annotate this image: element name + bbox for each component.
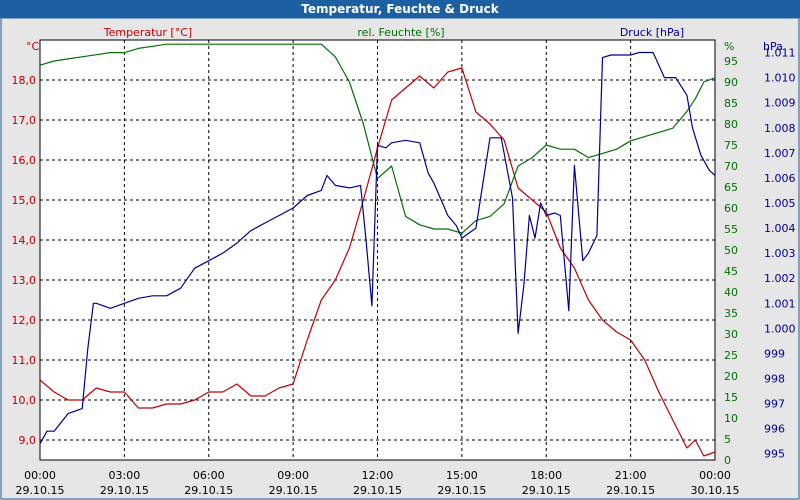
x-tick-date: 29.10.15 — [100, 484, 149, 497]
x-tick-date: 29.10.15 — [437, 484, 486, 497]
press-tick: 1.003 — [764, 247, 796, 260]
tick-labels: 00:00 29.10.15 03:00 29.10.15 06:00 29.10.15 0… — [12, 47, 796, 497]
temp-tick: 14,0 — [12, 234, 37, 247]
temp-tick: 18,0 — [12, 74, 37, 87]
hum-tick: 30 — [724, 328, 738, 341]
series-line-press — [39, 51, 716, 444]
x-tick-time: 09:00 — [277, 469, 309, 482]
press-tick: 997 — [764, 398, 785, 411]
x-tick-date: 30.10.15 — [691, 484, 740, 497]
x-tick-date: 29.10.15 — [353, 484, 402, 497]
x-tick-date: 29.10.15 — [184, 484, 233, 497]
press-tick: 999 — [764, 347, 785, 360]
temp-tick: 16,0 — [12, 154, 37, 167]
temp-tick: 11,0 — [12, 354, 37, 367]
hum-tick: 85 — [724, 97, 738, 110]
x-tick-time: 06:00 — [193, 469, 225, 482]
hum-tick: 80 — [724, 118, 738, 131]
press-tick: 1.008 — [764, 122, 796, 135]
hum-tick: 50 — [724, 244, 738, 257]
hum-tick: 15 — [724, 391, 738, 404]
x-tick-date: 29.10.15 — [606, 484, 655, 497]
hum-tick: 60 — [724, 202, 738, 215]
x-tick-date: 29.10.15 — [16, 484, 65, 497]
press-tick: 1.002 — [764, 272, 796, 285]
hum-tick: 70 — [724, 160, 738, 173]
hum-tick: 0 — [724, 454, 731, 467]
x-tick-time: 15:00 — [446, 469, 478, 482]
press-tick: 1.006 — [764, 172, 796, 185]
x-tick-date: 29.10.15 — [522, 484, 571, 497]
x-tick-time: 00:00 — [24, 469, 56, 482]
press-tick: 1.001 — [764, 297, 796, 310]
hum-tick: 35 — [724, 307, 738, 320]
hum-tick: 65 — [724, 181, 738, 194]
hum-tick: 20 — [724, 370, 738, 383]
press-tick: 1.011 — [764, 47, 796, 60]
x-tick-time: 12:00 — [362, 469, 394, 482]
title-bar — [0, 0, 800, 18]
hum-unit: % — [724, 40, 734, 53]
temp-axis-label: Temperatur [°C] — [103, 26, 192, 39]
series-line-hum — [39, 43, 716, 234]
hum-tick: 10 — [724, 412, 738, 425]
grid — [40, 40, 715, 460]
temp-tick: 13,0 — [12, 274, 37, 287]
hum-tick: 95 — [724, 55, 738, 68]
series-lines — [39, 43, 716, 457]
press-axis-label: Druck [hPa] — [620, 26, 684, 39]
temp-tick: 12,0 — [12, 314, 37, 327]
series-line-temp — [39, 67, 716, 457]
temp-tick: 15,0 — [12, 194, 37, 207]
temp-tick: 10,0 — [12, 394, 37, 407]
press-tick: 1.007 — [764, 147, 796, 160]
hum-tick: 55 — [724, 223, 738, 236]
chart-title: Temperatur, Feuchte & Druck — [301, 2, 499, 16]
press-tick: 1.005 — [764, 197, 796, 210]
temp-unit: °C — [26, 40, 40, 53]
hum-tick: 90 — [724, 76, 738, 89]
hum-tick: 25 — [724, 349, 738, 362]
hum-tick: 40 — [724, 286, 738, 299]
hum-tick: 5 — [724, 433, 731, 446]
hum-tick: 75 — [724, 139, 738, 152]
x-tick-time: 21:00 — [615, 469, 647, 482]
press-tick: 1.004 — [764, 222, 796, 235]
press-tick: 998 — [764, 373, 785, 386]
x-tick-time: 03:00 — [109, 469, 141, 482]
temp-tick: 17,0 — [12, 114, 37, 127]
x-tick-date: 29.10.15 — [269, 484, 318, 497]
hum-tick: 45 — [724, 265, 738, 278]
press-tick: 996 — [764, 423, 785, 436]
press-tick: 1.010 — [764, 72, 796, 85]
press-tick: 1.009 — [764, 97, 796, 110]
press-tick: 1.000 — [764, 322, 796, 335]
temp-tick: 9,0 — [19, 434, 37, 447]
x-tick-time: 00:00 — [699, 469, 731, 482]
press-unit: hPa — [763, 40, 783, 53]
hum-axis-label: rel. Feuchte [%] — [357, 26, 444, 39]
press-tick: 995 — [764, 448, 785, 461]
x-tick-time: 18:00 — [530, 469, 562, 482]
